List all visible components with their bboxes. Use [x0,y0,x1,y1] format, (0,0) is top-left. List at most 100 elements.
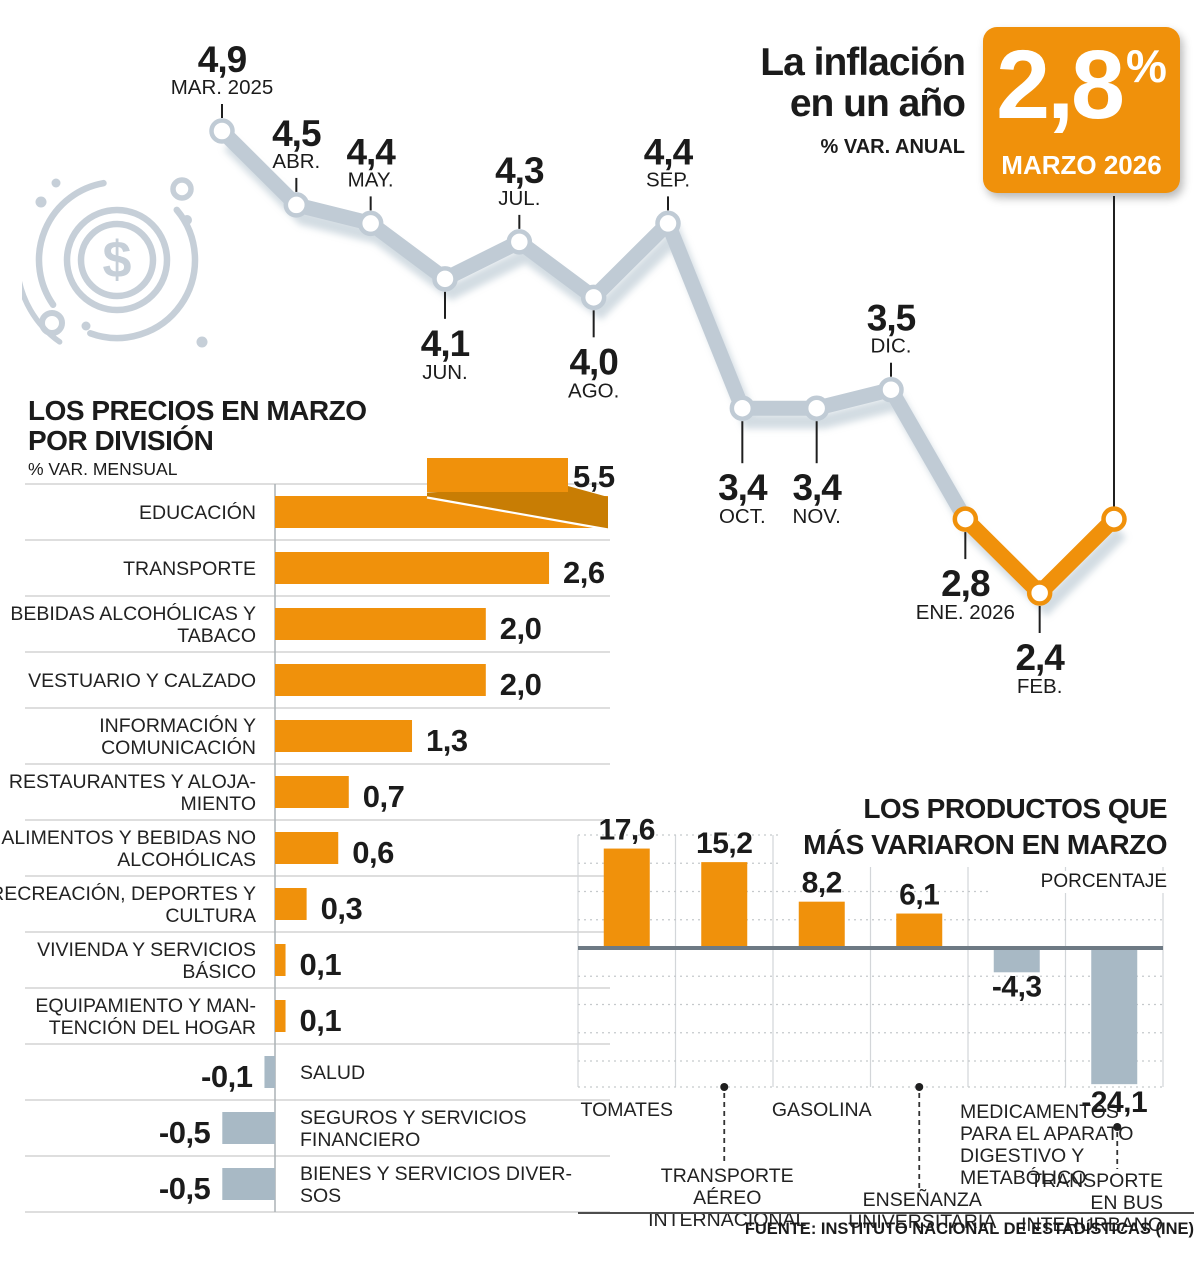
product-bar-negative [1091,948,1138,1085]
line-point [952,506,979,532]
coin-dot [81,321,91,331]
product-value-label: 6,1 [899,879,939,912]
bar-value-label: 2,0 [500,611,542,646]
division-label: ALCOHÓLICAS [117,848,256,871]
coin-dot [182,215,192,225]
division-title-line1: LOS PRECIOS EN MARZO [28,395,367,426]
line-point [506,229,533,255]
line-month-label: MAR. 2025 [171,76,274,99]
bar-positive [275,1000,286,1032]
product-bar-positive [798,901,845,948]
product-value-label: -24,1 [1081,1086,1147,1119]
line-point [729,395,756,421]
connector-dot [915,1082,924,1091]
source-footer: FUENTE: INSTITUTO NACIONAL DE ESTADÍSTIC… [578,1212,1194,1239]
bar-negative [222,1112,275,1144]
line-month-label: SEP. [646,168,690,191]
product-category-label: INTERNACIONAL [648,1209,806,1231]
bar-positive [275,664,486,696]
bar-positive [275,888,307,920]
line-month-label: JUL. [498,187,540,210]
line-value-label: 3,5 [867,298,916,339]
line-month-label: DIC. [870,335,911,358]
division-label: CULTURA [165,905,256,927]
line-month-label: OCT. [719,505,766,528]
line-value-label: 2,4 [1015,637,1065,678]
bar-educacion-overflow [427,458,568,492]
bar-positive [275,832,339,864]
division-title-line2: POR DIVISIÓN [28,425,214,456]
division-label: FINANCIERO [300,1129,420,1151]
product-bar-positive [896,913,943,948]
line-point [878,376,904,403]
coin-dot [35,196,47,208]
division-unit-label: % VAR. MENSUAL [28,459,178,479]
line-value-label: 3,4 [718,467,768,508]
products-title-line1: LOS PRODUCTOS QUE [863,793,1167,824]
line-value-label: 3,4 [792,467,842,508]
line-value-label: 4,5 [272,113,321,154]
division-label: COMUNICACIÓN [101,736,256,759]
bar-value-label: -0,1 [201,1059,253,1094]
division-label: EDUCACIÓN [139,501,256,524]
division-label: INFORMACIÓN Y [99,714,256,737]
line-point [283,192,310,218]
product-bar-negative [993,948,1040,973]
annual-title-line2: en un año [789,82,966,125]
bar-value-label: 0,6 [352,835,394,870]
highlight-badge: 2,8% MARZO 2026 [983,27,1180,193]
line-month-label: MAY. [348,168,394,191]
bar-value-label: 5,5 [573,459,615,494]
product-value-label: 17,6 [599,814,655,847]
line-month-label: FEB. [1017,675,1063,698]
division-label: ALIMENTOS Y BEBIDAS NO [1,827,256,849]
bar-educacion-fold [427,486,608,530]
bar-positive [275,720,413,752]
products-title-line2: MÁS VARIARON EN MARZO [803,829,1167,860]
product-category-label: GASOLINA [772,1099,872,1121]
coin-dollar-icon: $ [22,177,208,348]
highlight-value-row: 2,8% [983,36,1180,148]
bar-negative [264,1056,275,1088]
product-value-label: -4,3 [992,970,1042,1003]
line-value-label: 4,0 [569,341,618,382]
product-bar-positive [603,848,650,948]
fold-highlight-line [426,496,609,531]
line-point [655,210,681,237]
bar-value-label: -0,5 [159,1115,211,1150]
bar-positive [275,608,486,640]
division-label: TENCIÓN DEL HOGAR [49,1016,256,1039]
division-label: BEBIDAS ALCOHÓLICAS Y [10,602,256,625]
products-chart-title: LOS PRODUCTOS QUE MÁS VARIARON EN MARZO [780,791,1168,867]
division-chart-title: LOS PRECIOS EN MARZO POR DIVISIÓN [28,395,367,456]
line-value-label: 2,8 [941,563,990,604]
source-text: FUENTE: INSTITUTO NACIONAL DE ESTADÍSTIC… [744,1220,1194,1238]
product-value-label: 15,2 [696,827,752,860]
bar-value-label: 0,3 [321,891,363,926]
line-point [209,118,235,144]
division-label: RESTAURANTES Y ALOJA- [9,771,256,793]
coin-dot [51,178,61,188]
coin-dot [196,336,208,348]
percent-sign: % [1125,40,1167,92]
highlight-period: MARZO 2026 [1001,150,1162,180]
product-bar-positive [701,862,748,948]
division-label: RECREACIÓN, DEPORTES Y [0,882,256,905]
highlight-value: 2,8 [996,30,1125,139]
bar-value-label: 1,3 [426,723,468,758]
line-month-label: NOV. [793,505,841,528]
product-category-label: EN BUS [1090,1192,1163,1214]
bar-value-label: 2,6 [563,555,605,590]
bar-negative [222,1168,275,1200]
line-point [432,266,458,292]
annual-unit-label: % VAR. ANUAL [820,136,965,158]
product-category-label: UNIVERSITARIA [848,1211,996,1233]
division-label: BÁSICO [182,960,256,983]
line-month-label: JUN. [422,361,468,384]
coin-dot-outline [39,310,65,336]
bar-value-label: -0,5 [159,1171,211,1206]
product-category-label: DIGESTIVO Y [960,1145,1084,1167]
